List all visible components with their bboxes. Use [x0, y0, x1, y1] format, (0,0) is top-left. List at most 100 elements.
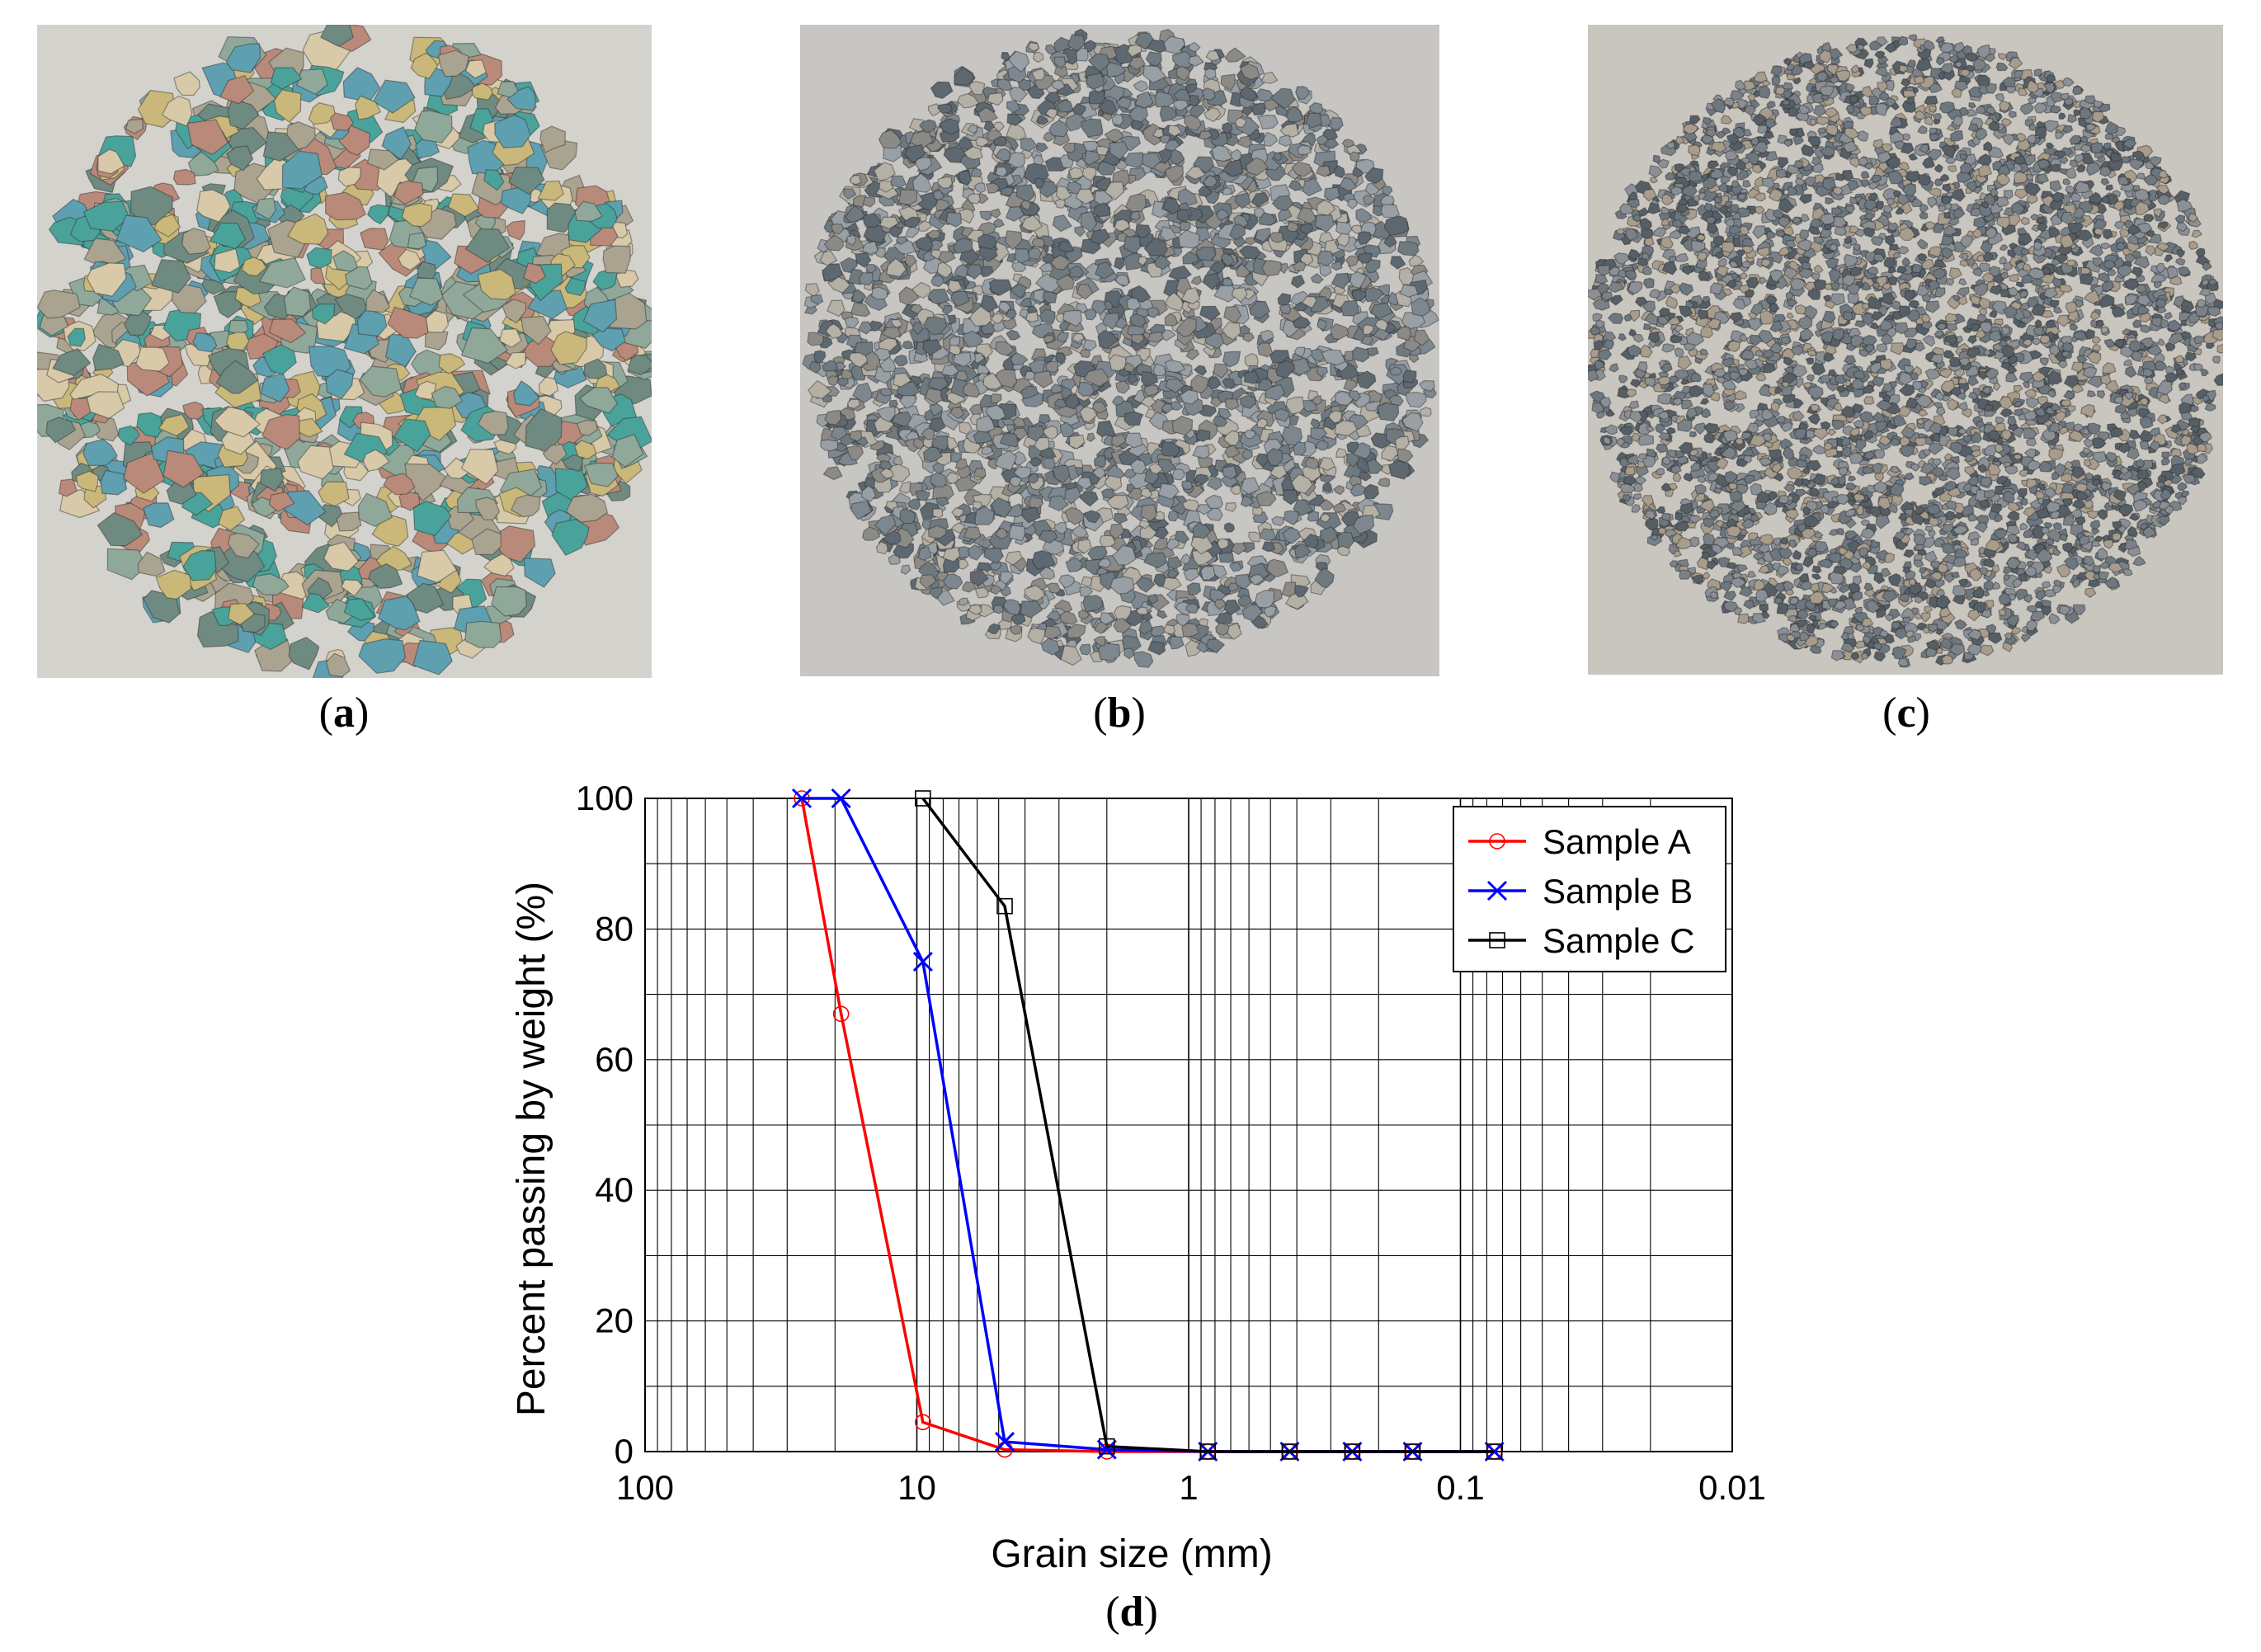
stone [1090, 299, 1107, 315]
stone [100, 469, 128, 496]
stone [526, 289, 568, 320]
stone [1021, 506, 1042, 524]
stone [341, 579, 364, 597]
stone [1369, 303, 1393, 319]
stone [1188, 54, 1204, 67]
stone [398, 491, 421, 511]
stone [1072, 102, 1086, 116]
stone [1279, 122, 1299, 138]
stone [1799, 229, 1810, 240]
stone [381, 126, 412, 161]
stone [930, 471, 948, 487]
stone [2050, 91, 2065, 103]
stone [424, 328, 449, 351]
stone [836, 377, 849, 387]
stone [1138, 520, 1152, 529]
stone [1127, 44, 1142, 58]
stone [1221, 158, 1244, 177]
stone [2174, 257, 2186, 266]
stone [1055, 185, 1072, 202]
stone [1043, 425, 1058, 440]
stone [1081, 166, 1097, 181]
stone [1204, 107, 1222, 123]
stone [1019, 297, 1033, 308]
stone [995, 369, 1018, 388]
stone [1858, 411, 1875, 424]
stone [942, 546, 961, 562]
stone [932, 508, 944, 519]
stone [1627, 196, 1640, 208]
stone [1967, 375, 1980, 387]
stone [1717, 257, 1727, 267]
stone [1215, 622, 1232, 636]
stone [1308, 101, 1324, 115]
stone [1123, 647, 1135, 660]
stone [1109, 523, 1125, 540]
stone [1028, 496, 1043, 509]
stone [1362, 483, 1379, 500]
stone [1234, 191, 1251, 209]
stone [982, 372, 1003, 390]
stone [2039, 357, 2049, 366]
stone [1310, 427, 1328, 440]
stone [1050, 254, 1071, 271]
stone [583, 358, 608, 379]
stone [158, 413, 190, 437]
stone [1924, 115, 1934, 126]
stone [471, 82, 493, 101]
stone [1675, 252, 1689, 262]
stone [1255, 88, 1275, 102]
stone [1058, 240, 1075, 253]
stone [311, 303, 336, 325]
stone [963, 145, 983, 161]
stone [508, 166, 545, 195]
stone [1098, 98, 1118, 115]
stone [874, 514, 897, 536]
stone [928, 586, 944, 600]
stone [1895, 207, 1905, 215]
stone [1062, 142, 1076, 153]
stone [171, 284, 207, 314]
stone [115, 214, 163, 253]
stone [475, 497, 501, 520]
stone [281, 150, 323, 190]
stone [911, 322, 924, 336]
stone [1235, 263, 1251, 278]
stone [375, 545, 413, 571]
stone [1239, 63, 1260, 81]
stone [1823, 294, 1831, 302]
stone [1160, 441, 1181, 458]
stone [330, 112, 355, 132]
stone [1020, 600, 1043, 619]
stone [1068, 434, 1086, 449]
stone [464, 620, 502, 648]
stone [1174, 530, 1190, 544]
stone [1164, 359, 1186, 374]
stone [1305, 112, 1323, 129]
stone [824, 409, 842, 426]
stone [1157, 458, 1177, 475]
stone [407, 232, 427, 250]
stone [1038, 529, 1058, 544]
stone [1171, 50, 1194, 69]
stone [958, 597, 969, 606]
stone [406, 582, 445, 614]
stone [226, 332, 250, 351]
stone [988, 279, 1013, 296]
stone [1641, 495, 1655, 508]
stone [1718, 557, 1731, 567]
stone [356, 308, 388, 337]
stone [1631, 503, 1641, 513]
stone [252, 572, 290, 596]
stone [172, 168, 196, 186]
stone [1295, 86, 1311, 100]
stone [173, 71, 200, 96]
stone [214, 406, 261, 438]
stone [958, 421, 973, 435]
stone [1876, 342, 1888, 353]
stone [930, 81, 954, 99]
stone [1408, 254, 1425, 267]
stone [1934, 578, 1945, 589]
stone [1002, 599, 1021, 616]
stone [2003, 261, 2014, 271]
